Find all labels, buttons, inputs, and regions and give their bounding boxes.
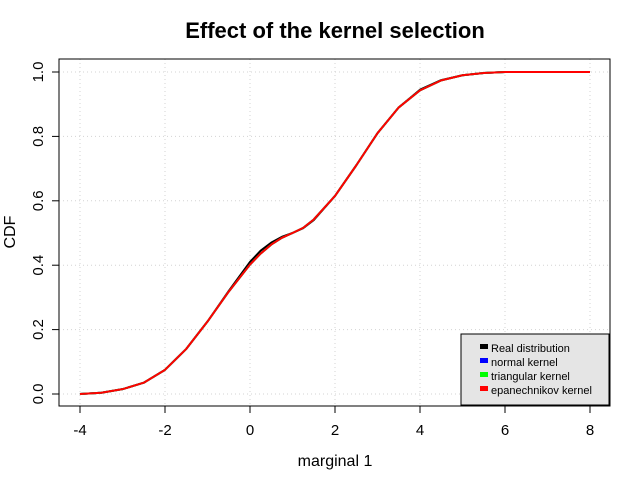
legend-label: triangular kernel: [491, 371, 570, 383]
y-tick-label: 0.2: [30, 319, 47, 340]
y-tick-label: 0.6: [30, 190, 47, 211]
legend-swatch: [480, 386, 488, 391]
x-axis: -4 -2 0 2 4 6 8: [73, 405, 594, 439]
x-axis-label: marginal 1: [298, 453, 373, 470]
legend-label: normal kernel: [491, 357, 558, 369]
x-tick-label: 8: [586, 422, 594, 439]
x-tick-label: 0: [246, 422, 254, 439]
y-axis: 0.0 0.2 0.4 0.6 0.8 1.0: [30, 62, 60, 405]
x-tick-label: 2: [331, 422, 339, 439]
x-tick-label: 6: [501, 422, 509, 439]
y-tick-label: 0.0: [30, 384, 47, 405]
x-tick-label: -2: [158, 422, 171, 439]
series-lines: [79, 71, 590, 395]
y-tick-label: 0.8: [30, 126, 47, 147]
legend-swatch: [480, 344, 488, 349]
legend-swatch: [480, 358, 488, 363]
legend-swatch: [480, 372, 488, 377]
y-tick-label: 0.4: [30, 255, 47, 276]
legend: Real distribution normal kernel triangular…: [460, 333, 610, 406]
y-axis-label: CDF: [2, 215, 19, 248]
y-tick-label: 1.0: [30, 62, 47, 83]
legend-label: Real distribution: [491, 343, 570, 355]
series-line-epanechnikov-kernel: [79, 71, 590, 395]
chart-title: Effect of the kernel selection: [185, 18, 485, 43]
x-tick-label: -4: [73, 422, 86, 439]
legend-label: epanechnikov kernel: [491, 385, 592, 397]
x-tick-label: 4: [416, 422, 424, 439]
